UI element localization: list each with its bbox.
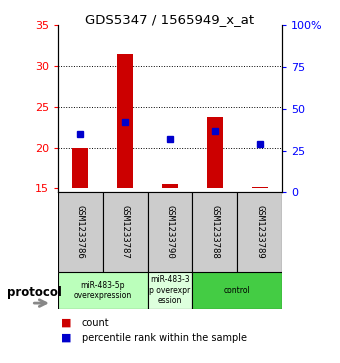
Text: GSM1233787: GSM1233787 — [121, 205, 130, 259]
Bar — [103, 192, 148, 272]
Bar — [237, 192, 282, 272]
Bar — [162, 184, 178, 188]
Bar — [207, 117, 223, 188]
Bar — [192, 272, 282, 309]
Bar — [192, 192, 237, 272]
Text: GSM1233786: GSM1233786 — [76, 205, 85, 259]
Text: miR-483-5p
overexpression: miR-483-5p overexpression — [73, 281, 132, 300]
Text: GSM1233789: GSM1233789 — [255, 205, 264, 259]
Text: miR-483-3
p overexpr
ession: miR-483-3 p overexpr ession — [149, 276, 191, 305]
Bar — [148, 272, 192, 309]
Bar — [58, 272, 148, 309]
Text: control: control — [224, 286, 251, 295]
Text: GSM1233788: GSM1233788 — [210, 205, 219, 259]
Text: count: count — [82, 318, 109, 328]
Bar — [58, 192, 103, 272]
Text: GSM1233790: GSM1233790 — [166, 205, 174, 259]
Bar — [148, 192, 192, 272]
Text: ■: ■ — [61, 318, 72, 328]
Bar — [252, 187, 268, 188]
Text: ■: ■ — [61, 333, 72, 343]
Bar — [72, 148, 88, 188]
Text: protocol: protocol — [7, 286, 62, 299]
Text: GDS5347 / 1565949_x_at: GDS5347 / 1565949_x_at — [85, 13, 255, 26]
Bar — [117, 54, 133, 188]
Text: percentile rank within the sample: percentile rank within the sample — [82, 333, 246, 343]
